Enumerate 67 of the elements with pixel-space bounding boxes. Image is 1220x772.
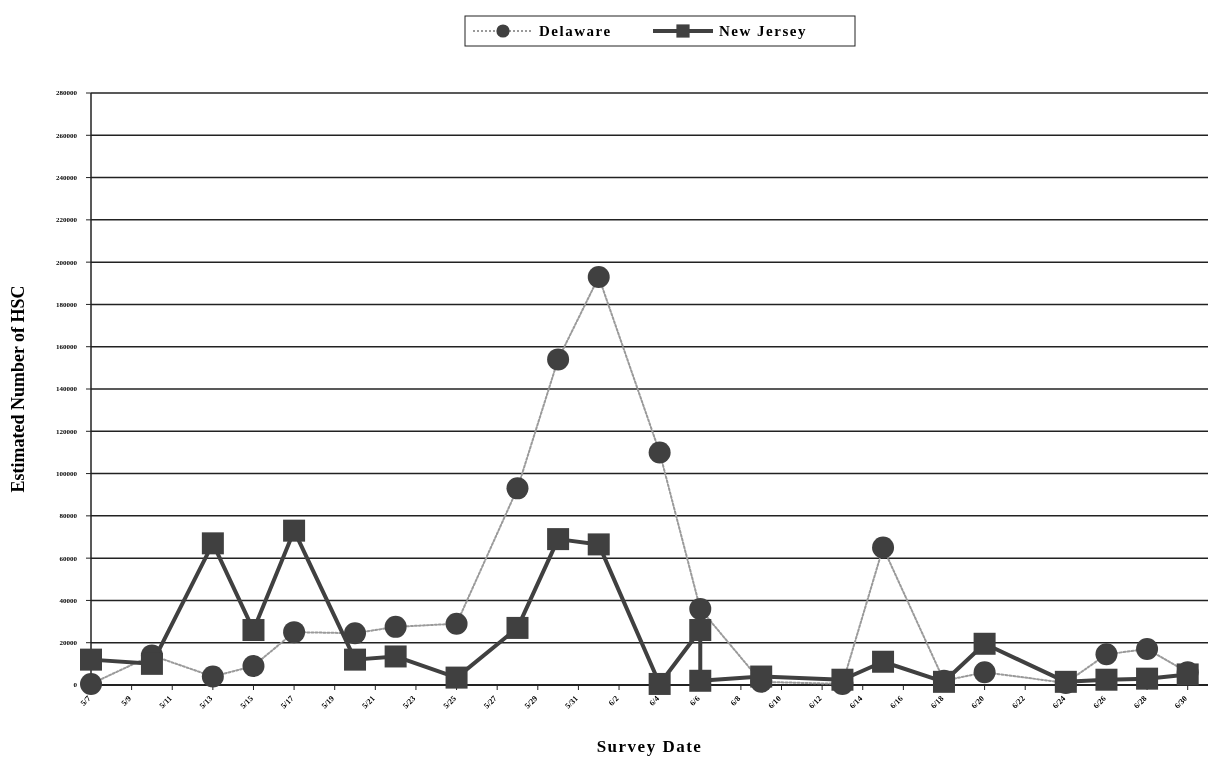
x-tick-label: 6/4 [647, 694, 662, 708]
x-tick-label: 6/26 [1091, 694, 1108, 711]
point [445, 666, 468, 689]
point [872, 650, 895, 673]
x-tick-label: 6/6 [688, 694, 702, 708]
point [1136, 667, 1159, 690]
x-tick-label: 6/12 [807, 694, 824, 711]
x-tick-label: 5/31 [563, 694, 580, 711]
point [1136, 638, 1159, 661]
y-axis-title: Estimated Number of HSC [8, 285, 28, 493]
point [80, 648, 102, 671]
x-tick-label: 5/15 [238, 694, 255, 711]
x-tick-label: 5/9 [119, 694, 134, 708]
point [973, 632, 996, 655]
x-tick-label: 5/7 [78, 694, 93, 708]
point [973, 661, 996, 684]
x-tick-label: 5/23 [400, 694, 418, 711]
x-tick-label: 6/24 [1050, 694, 1068, 711]
x-tick-label: 6/16 [888, 694, 905, 711]
point [648, 441, 671, 464]
x-tick-label: 5/19 [319, 694, 337, 711]
point [587, 533, 610, 556]
point [1095, 668, 1118, 691]
point [344, 622, 367, 645]
x-tick-label: 6/10 [766, 694, 783, 711]
point [201, 532, 224, 555]
point [872, 536, 895, 559]
point [384, 645, 407, 668]
point [201, 665, 224, 688]
x-tick-label: 6/18 [928, 694, 946, 711]
point [648, 672, 671, 695]
x-tick-label: 5/13 [197, 694, 215, 711]
point [506, 477, 529, 500]
x-tick-label: 6/22 [1010, 694, 1027, 711]
point [242, 654, 265, 677]
point [140, 652, 163, 675]
point [689, 619, 712, 642]
point [1095, 643, 1118, 666]
point [932, 670, 955, 693]
point [750, 665, 773, 688]
point [689, 597, 712, 620]
point [283, 621, 306, 644]
point [384, 615, 407, 638]
point [506, 616, 529, 639]
x-tick-label: 6/8 [728, 694, 743, 708]
point [242, 619, 265, 642]
point [445, 612, 468, 635]
x-tick-label: 5/21 [360, 694, 377, 711]
x-tick-label: 6/28 [1132, 694, 1149, 711]
x-tick-label: 5/25 [441, 694, 458, 711]
point [547, 348, 570, 371]
x-tick-label: 6/14 [847, 694, 865, 711]
legend-label: Delaware [539, 23, 612, 40]
x-tick-label: 5/29 [522, 694, 540, 711]
x-tick-label: 6/30 [1172, 694, 1190, 711]
legend-label: New Jersey [719, 23, 807, 40]
x-tick-label: 6/20 [969, 694, 987, 711]
x-tick-label: 6/2 [606, 694, 621, 708]
point [80, 672, 102, 695]
point [344, 648, 367, 671]
point [283, 519, 306, 542]
x-axis-title: Survey Date [596, 737, 703, 756]
point [1054, 670, 1077, 693]
point [547, 528, 570, 551]
point [587, 265, 610, 288]
x-tick-label: 5/11 [157, 694, 174, 711]
point [689, 669, 712, 692]
